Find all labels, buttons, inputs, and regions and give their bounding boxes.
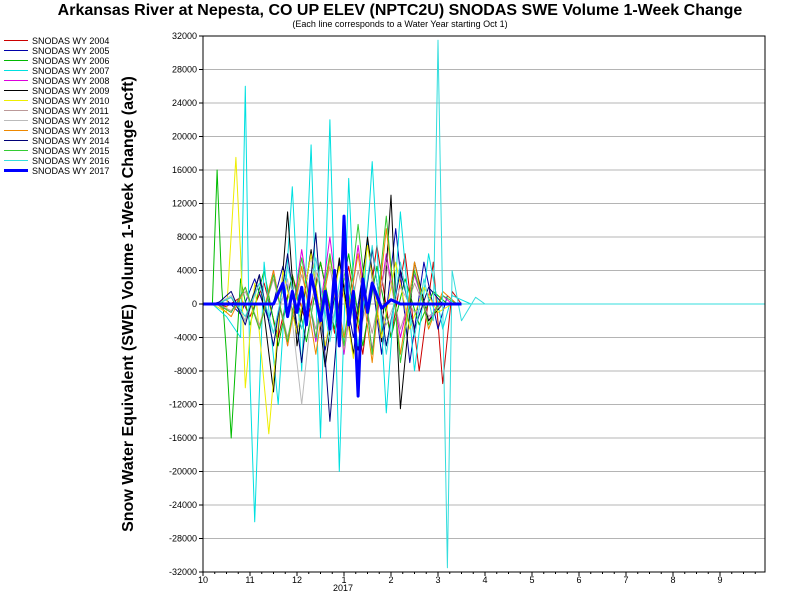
legend-swatch bbox=[4, 169, 28, 172]
legend-swatch bbox=[4, 80, 28, 81]
grid-layer bbox=[203, 35, 765, 573]
x-tick-label: 6 bbox=[576, 575, 581, 585]
legend-swatch bbox=[4, 140, 28, 141]
x-tick-label: 1 bbox=[341, 575, 346, 585]
x-tick-label: 2 bbox=[388, 575, 393, 585]
legend-label: SNODAS WY 2005 bbox=[32, 46, 110, 56]
legend-label: SNODAS WY 2006 bbox=[32, 56, 110, 66]
legend-label: SNODAS WY 2008 bbox=[32, 76, 110, 86]
legend-swatch bbox=[4, 40, 28, 41]
y-tick-label: -16000 bbox=[169, 433, 197, 443]
legend-label: SNODAS WY 2017 bbox=[32, 166, 110, 176]
x-tick-label: 12 bbox=[292, 575, 302, 585]
legend-swatch bbox=[4, 120, 28, 121]
y-tick-label: 20000 bbox=[172, 132, 197, 142]
y-tick-label: 16000 bbox=[172, 165, 197, 175]
plot-frame bbox=[202, 35, 766, 573]
y-tick-label: 28000 bbox=[172, 65, 197, 75]
legend-label: SNODAS WY 2016 bbox=[32, 156, 110, 166]
x-tick-label: 9 bbox=[717, 575, 722, 585]
legend-label: SNODAS WY 2004 bbox=[32, 36, 110, 46]
x-tick-label: 10 bbox=[198, 575, 208, 585]
tick-layer: 32000 28000 24000 20000 16000 12000 8000 4000 0 -… bbox=[169, 31, 756, 585]
series-line bbox=[216, 39, 486, 569]
y-tick-label: 8000 bbox=[177, 232, 197, 242]
legend-label: SNODAS WY 2011 bbox=[32, 106, 109, 116]
chart-subtitle: (Each line corresponds to a Water Year s… bbox=[292, 19, 508, 29]
y-tick-label: -28000 bbox=[169, 534, 197, 544]
x-tick-label: 5 bbox=[529, 575, 534, 585]
legend-swatch bbox=[4, 60, 28, 61]
y-tick-label: 4000 bbox=[177, 266, 197, 276]
legend-label: SNODAS WY 2009 bbox=[32, 86, 110, 96]
y-tick-label: 32000 bbox=[172, 31, 197, 41]
legend-label: SNODAS WY 2010 bbox=[32, 96, 110, 106]
x-tick-label: 7 bbox=[623, 575, 628, 585]
series-line bbox=[212, 228, 458, 364]
legend-swatch bbox=[4, 100, 28, 101]
series-line bbox=[203, 214, 462, 398]
y-tick-label: -20000 bbox=[169, 467, 197, 477]
series-line bbox=[216, 232, 444, 422]
y-tick-label: 12000 bbox=[172, 199, 197, 209]
y-tick-label: 0 bbox=[192, 299, 197, 309]
x-tick-label: 11 bbox=[245, 575, 254, 585]
series-line bbox=[211, 169, 448, 439]
x-tick-label: 3 bbox=[435, 575, 440, 585]
x-tick-label: 8 bbox=[670, 575, 675, 585]
legend-label: SNODAS WY 2014 bbox=[32, 136, 110, 146]
x-axis-year-label: 2017 bbox=[333, 583, 353, 593]
y-tick-label: -32000 bbox=[169, 567, 197, 577]
y-tick-label: -12000 bbox=[169, 400, 197, 410]
legend-swatch bbox=[4, 160, 28, 161]
y-tick-label: -4000 bbox=[174, 333, 197, 343]
legend-swatch bbox=[4, 90, 28, 91]
legend-swatch bbox=[4, 110, 28, 111]
x-tick-label: 4 bbox=[482, 575, 487, 585]
legend-swatch bbox=[4, 150, 28, 151]
legend-label: SNODAS WY 2012 bbox=[32, 116, 110, 126]
y-tick-label: 24000 bbox=[172, 98, 197, 108]
legend-label: SNODAS WY 2015 bbox=[32, 146, 110, 156]
series-line bbox=[212, 85, 472, 523]
legend-swatch bbox=[4, 130, 28, 131]
y-tick-label: -8000 bbox=[174, 366, 197, 376]
legend-label: SNODAS WY 2013 bbox=[32, 126, 110, 136]
legend-swatch bbox=[4, 70, 28, 71]
chart-title: Arkansas River at Nepesta, CO UP ELEV (N… bbox=[57, 2, 743, 19]
y-tick-label: -24000 bbox=[169, 500, 197, 510]
series-layer bbox=[203, 39, 765, 569]
legend-label: SNODAS WY 2007 bbox=[32, 66, 110, 76]
legend-swatch bbox=[4, 50, 28, 51]
